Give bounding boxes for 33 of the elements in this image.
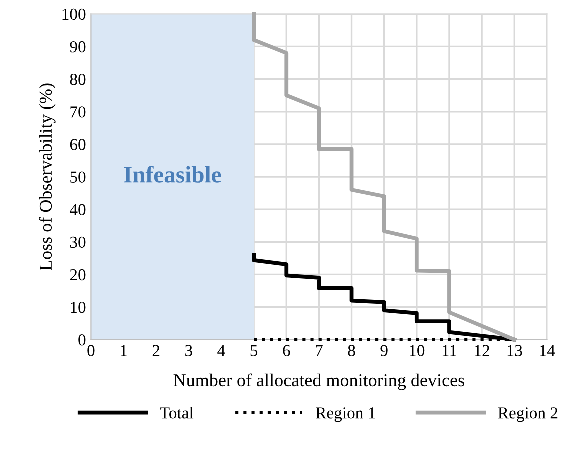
x-tick-label: 3: [186, 345, 192, 356]
y-tick-label: 100: [62, 8, 86, 20]
y-tick-label: 70: [70, 106, 86, 118]
x-tick-label: 7: [316, 345, 323, 356]
y-tick-label: 80: [70, 74, 86, 86]
x-tick-label: 8: [348, 345, 356, 356]
legend-label: Total: [160, 407, 194, 419]
line-series: [252, 12, 517, 342]
x-tick-label: 13: [508, 345, 522, 356]
x-tick-label: 0: [88, 345, 95, 356]
y-tick-label: 20: [70, 269, 86, 281]
y-tick-label: 50: [70, 172, 86, 183]
y-tick-label: 60: [70, 139, 86, 150]
x-tick-label: 14: [540, 345, 556, 356]
x-tick-label: 9: [380, 345, 388, 356]
y-tick-label: 10: [71, 302, 86, 314]
x-tick-label: 1: [121, 345, 127, 356]
x-tick-label: 2: [152, 345, 160, 356]
x-tick-label: 10: [410, 345, 425, 356]
x-tick-label: 5: [250, 345, 258, 356]
y-axis-title: Loss of Observability (%): [39, 84, 56, 270]
legend-label: Region 2: [498, 408, 558, 422]
y-tick-label: 0: [78, 334, 86, 346]
y-tick-label: 40: [70, 204, 86, 216]
x-tick-label: 4: [218, 345, 226, 356]
x-axis-title: Number of allocated monitoring devices: [174, 374, 464, 390]
band-label: Infeasible: [124, 166, 222, 183]
legend-label: Region 1: [316, 408, 376, 422]
y-tick-label: 30: [70, 236, 86, 248]
x-tick-label: 11: [442, 345, 457, 356]
x-tick-label: 12: [475, 345, 490, 356]
y-tick-label: 90: [70, 41, 86, 53]
x-tick-label: 6: [283, 345, 290, 356]
